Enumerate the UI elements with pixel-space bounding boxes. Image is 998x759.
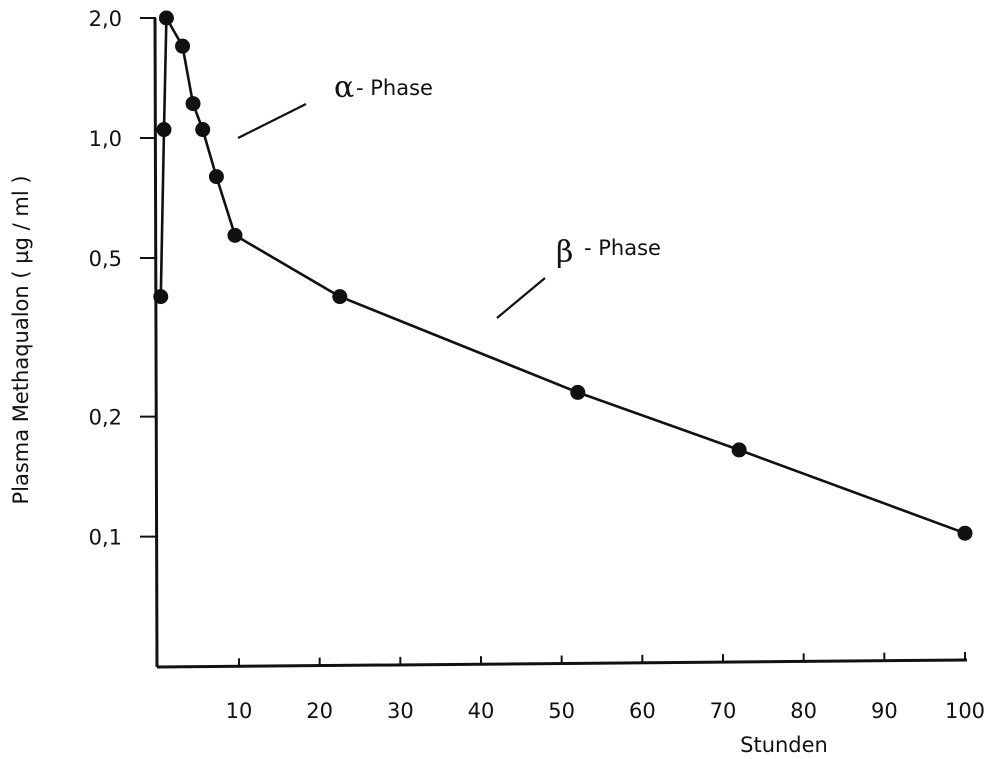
x-axis-title: Stunden xyxy=(740,733,828,757)
y-tick-label: 0,5 xyxy=(89,247,122,271)
x-tick-label: 100 xyxy=(945,699,985,723)
data-point xyxy=(158,10,174,26)
data-point xyxy=(208,169,224,185)
x-tick-label: 10 xyxy=(226,699,253,723)
x-tick-label: 80 xyxy=(790,699,817,723)
ticks: 10 20 30 40 50 60 70 80 90 100 2,0 1,0 0,5 0,2 0,1 xyxy=(89,7,985,723)
y-tick-label: 0,2 xyxy=(89,406,122,430)
series xyxy=(153,10,973,541)
data-point xyxy=(156,122,172,138)
x-tick-label: 30 xyxy=(387,699,414,723)
x-tick-label: 70 xyxy=(710,699,737,723)
y-tick-label: 2,0 xyxy=(89,7,122,31)
x-tick-label: 50 xyxy=(548,699,575,723)
y-axis-line xyxy=(153,17,159,668)
x-tick-label: 40 xyxy=(468,699,495,723)
alpha-phase-greek: α xyxy=(334,70,354,105)
y-axis-title: Plasma Methaqualon ( µg / ml ) xyxy=(9,175,33,504)
data-point xyxy=(570,384,586,400)
data-point xyxy=(731,442,747,458)
x-tick-label: 60 xyxy=(629,699,656,723)
data-point xyxy=(332,289,348,305)
data-point xyxy=(195,122,211,138)
data-point xyxy=(153,289,169,305)
data-point xyxy=(227,227,243,243)
y-tick-label: 1,0 xyxy=(89,127,122,151)
annotations: α - Phase β - Phase xyxy=(237,70,661,319)
series-line xyxy=(159,16,966,535)
x-tick-label: 20 xyxy=(306,699,333,723)
beta-phase-pointer xyxy=(496,277,546,319)
y-tick-label: 0,1 xyxy=(89,526,122,550)
data-point xyxy=(957,525,973,541)
alpha-phase-pointer xyxy=(237,103,307,139)
beta-phase-greek: β xyxy=(556,235,573,270)
x-tick-label: 90 xyxy=(871,699,898,723)
data-point xyxy=(185,96,201,112)
beta-phase-label: - Phase xyxy=(584,236,661,260)
axes xyxy=(153,17,968,669)
data-point xyxy=(175,38,191,54)
alpha-phase-label: - Phase xyxy=(356,76,433,100)
